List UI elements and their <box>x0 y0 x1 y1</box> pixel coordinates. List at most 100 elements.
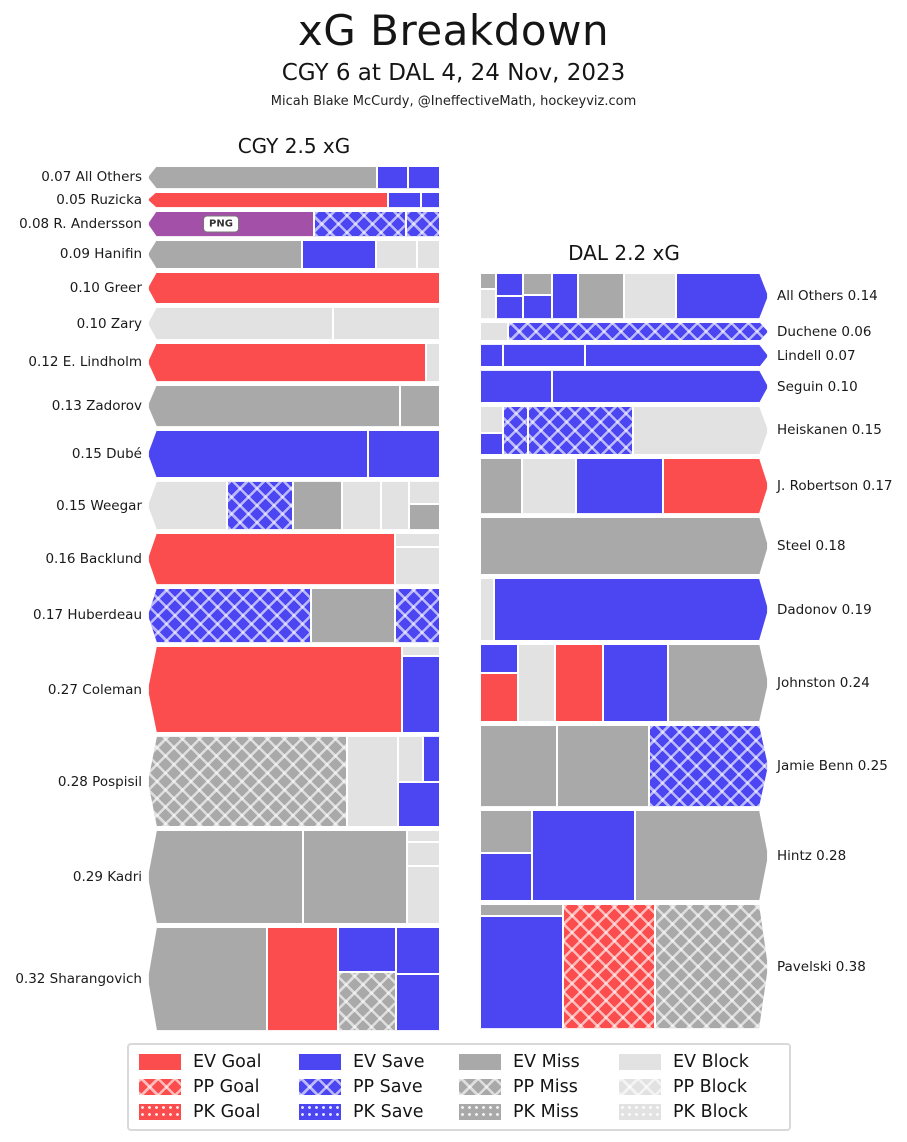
legend-item-pp_miss: PP Miss <box>459 1077 619 1097</box>
cgy-column-header: CGY 2.5 xG <box>237 134 351 158</box>
player-bar <box>148 429 440 479</box>
legend-item-pp_goal: PP Goal <box>139 1077 299 1097</box>
player-bar <box>148 587 440 643</box>
shot-segment-ev_save <box>480 370 552 403</box>
shot-segment-ev_miss <box>292 481 342 530</box>
shot-segment-ev_block <box>397 736 423 782</box>
player-row: Dadonov 0.19 <box>480 578 872 640</box>
png-export-badge[interactable]: PNG <box>203 215 239 233</box>
player-label: 0.16 Backlund <box>45 550 142 567</box>
shot-segment-ev_save <box>576 458 663 514</box>
dal-bars: All Others 0.14 Duchene 0.06 Lindell 0.07 S… <box>480 273 893 1032</box>
player-row: J. Robertson 0.17 <box>480 458 893 514</box>
shot-segment-ev_save <box>523 295 552 319</box>
player-label: 0.15 Weegar <box>56 497 142 514</box>
shot-segment-ev_miss <box>310 587 396 643</box>
legend-item-pk_goal: PK Goal <box>139 1102 299 1122</box>
player-bar <box>148 736 440 827</box>
shot-segment-ev_block <box>480 578 494 640</box>
legend-item-ev_miss: EV Miss <box>459 1052 619 1072</box>
shot-segment-pp_miss <box>655 904 768 1028</box>
player-label: 0.10 Greer <box>69 280 142 297</box>
player-bar <box>480 370 768 403</box>
player-row: Lindell 0.07 <box>480 344 856 367</box>
player-bar <box>148 239 440 269</box>
player-label: 0.08 R. Andersson <box>19 215 142 232</box>
shot-segment-ev_miss <box>408 504 440 530</box>
player-row: 0.09 Hanifin <box>60 239 440 269</box>
legend-swatch-pk_block <box>619 1103 661 1120</box>
player-bar <box>148 532 440 585</box>
shot-segment-ev_save <box>480 853 532 902</box>
shot-segment-ev_goal <box>555 644 603 723</box>
player-bar <box>480 517 768 576</box>
player-row: Duchene 0.06 <box>480 322 871 342</box>
shot-segment-ev_save <box>148 429 368 479</box>
legend-swatch-ev_goal <box>139 1054 181 1071</box>
shot-segment-ev_miss <box>399 384 440 427</box>
player-bar <box>148 645 440 734</box>
player-label: J. Robertson 0.17 <box>777 477 893 494</box>
player-bar <box>148 829 440 924</box>
shot-segment-ev_goal <box>148 645 403 734</box>
shot-segment-ev_block <box>381 481 409 530</box>
player-bar <box>148 271 440 305</box>
shot-segment-ev_miss <box>148 166 377 189</box>
player-label: 0.12 E. Lindholm <box>28 354 142 371</box>
shot-segment-ev_block <box>406 829 440 843</box>
player-row: 0.05 Ruzicka <box>56 191 440 208</box>
player-label: 0.05 Ruzicka <box>56 191 142 208</box>
player-label: 0.27 Coleman <box>47 681 142 698</box>
player-bar <box>480 273 768 319</box>
player-bar <box>480 810 768 902</box>
shot-segment-ev_save <box>603 644 668 723</box>
legend-label: PK Goal <box>193 1101 261 1122</box>
legend-label: PK Save <box>353 1101 424 1122</box>
shot-segment-ev_miss <box>148 384 400 427</box>
legend-swatch-pk_miss <box>459 1103 501 1120</box>
shot-segment-pp_save <box>313 210 407 237</box>
shot-segment-ev_block <box>408 481 440 505</box>
shot-segment-ev_miss <box>578 273 624 319</box>
player-row: 0.29 Kadri <box>73 829 440 924</box>
legend-swatch-pk_goal <box>139 1103 181 1120</box>
legend-swatch-pp_miss <box>459 1078 501 1095</box>
shot-segment-ev_block <box>518 644 555 723</box>
legend-swatch-ev_save <box>299 1054 341 1071</box>
shot-segment-ev_save <box>496 273 523 296</box>
player-row: Heiskanen 0.15 <box>480 406 882 455</box>
shot-segment-ev_miss <box>303 829 407 924</box>
legend-swatch-pk_save <box>299 1103 341 1120</box>
shot-segment-ev_miss <box>148 829 304 924</box>
shot-segment-ev_save <box>676 273 768 319</box>
shot-segment-ev_block <box>395 532 440 547</box>
player-row: 0.12 E. Lindholm <box>28 342 440 382</box>
player-row: Hintz 0.28 <box>480 810 846 902</box>
player-bar <box>148 384 440 427</box>
player-row: 0.10 Greer <box>70 271 440 305</box>
player-row: 0.32 Sharangovich <box>15 926 440 1031</box>
shot-segment-ev_block <box>332 307 440 340</box>
player-bar <box>480 578 768 640</box>
shot-segment-ev_miss <box>480 458 522 514</box>
player-label: 0.28 Pospisil <box>57 773 142 790</box>
player-bar <box>480 322 768 342</box>
shot-segment-ev_goal <box>148 191 389 208</box>
shot-segment-ev_goal <box>480 673 518 722</box>
player-label: Jamie Benn 0.25 <box>777 757 888 774</box>
legend-swatch-pp_goal <box>139 1078 181 1095</box>
player-bar <box>480 406 768 455</box>
shot-segment-ev_miss <box>148 926 267 1031</box>
player-row: Pavelski 0.38 <box>480 904 866 1028</box>
player-label: Pavelski 0.38 <box>777 958 866 975</box>
shot-segment-ev_save <box>480 644 518 674</box>
shot-segment-ev_save <box>402 656 440 734</box>
shot-segment-ev_save <box>503 344 585 367</box>
legend-item-ev_block: EV Block <box>619 1052 779 1072</box>
legend-swatch-pp_save <box>299 1078 341 1095</box>
shot-segment-ev_block <box>480 289 496 319</box>
shot-segment-pp_miss <box>148 736 347 827</box>
shot-segment-ev_save <box>302 239 377 269</box>
shot-segment-ev_block <box>633 406 768 455</box>
shot-segment-highlight: PNG <box>148 210 314 237</box>
